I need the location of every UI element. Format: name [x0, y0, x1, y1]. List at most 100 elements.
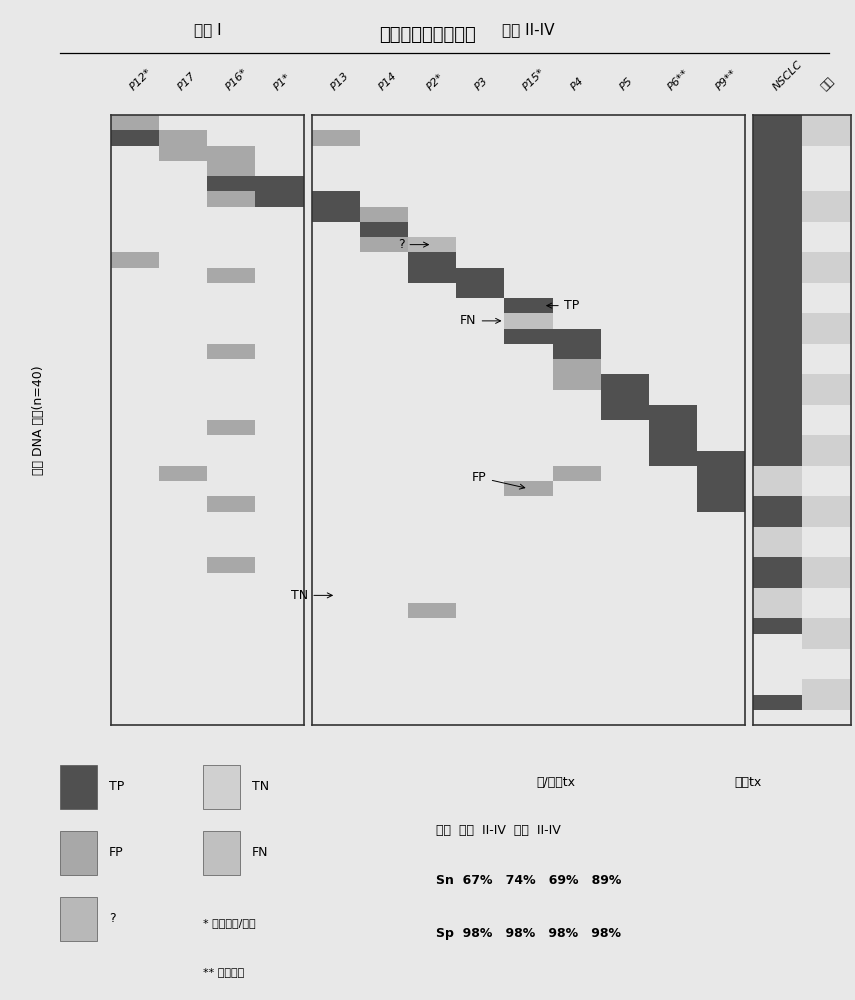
- Bar: [753, 115, 802, 130]
- Bar: [802, 207, 851, 222]
- Bar: [753, 237, 802, 252]
- Bar: [753, 435, 802, 450]
- Bar: [753, 420, 802, 435]
- Bar: [207, 176, 256, 191]
- Bar: [360, 207, 409, 222]
- Text: TP: TP: [109, 780, 124, 794]
- Bar: [753, 191, 802, 207]
- Bar: [60, 765, 97, 809]
- Text: 健康: 健康: [819, 76, 836, 92]
- Bar: [802, 512, 851, 527]
- Bar: [802, 557, 851, 572]
- Text: 前一tx: 前一tx: [734, 776, 762, 789]
- Bar: [552, 466, 600, 481]
- Bar: [256, 191, 304, 207]
- Bar: [802, 313, 851, 328]
- Bar: [60, 831, 97, 875]
- Bar: [504, 313, 552, 328]
- Bar: [802, 267, 851, 283]
- Bar: [802, 634, 851, 649]
- Bar: [552, 374, 600, 389]
- Text: FN: FN: [460, 314, 500, 327]
- Text: P6**: P6**: [666, 67, 691, 92]
- Bar: [312, 191, 360, 207]
- Bar: [207, 496, 256, 512]
- Bar: [802, 694, 851, 710]
- Bar: [256, 176, 304, 191]
- Text: FN: FN: [251, 846, 268, 859]
- Bar: [753, 450, 802, 466]
- Bar: [753, 374, 802, 389]
- Bar: [753, 496, 802, 512]
- Text: TP: TP: [547, 299, 579, 312]
- Bar: [312, 130, 360, 145]
- Bar: [457, 283, 504, 298]
- Bar: [697, 450, 745, 466]
- Bar: [312, 207, 360, 222]
- Bar: [552, 344, 600, 359]
- Text: ?: ?: [398, 238, 428, 251]
- Bar: [600, 374, 649, 389]
- Bar: [697, 481, 745, 496]
- Bar: [207, 344, 256, 359]
- Text: P17: P17: [176, 70, 198, 92]
- Text: P16*: P16*: [224, 66, 251, 92]
- Bar: [697, 496, 745, 512]
- Text: FP: FP: [472, 471, 525, 489]
- Bar: [60, 897, 97, 941]
- Text: P14: P14: [377, 70, 399, 92]
- Bar: [207, 267, 256, 283]
- Bar: [753, 603, 802, 618]
- Text: * 包括插入/缺失: * 包括插入/缺失: [203, 918, 256, 928]
- Bar: [802, 130, 851, 145]
- Bar: [600, 389, 649, 405]
- Bar: [753, 466, 802, 481]
- Bar: [802, 389, 851, 405]
- Text: P3: P3: [474, 75, 490, 92]
- Text: P13: P13: [329, 70, 351, 92]
- Text: 血浆 DNA 样品(n=40): 血浆 DNA 样品(n=40): [32, 365, 45, 475]
- Bar: [360, 237, 409, 252]
- Bar: [753, 130, 802, 145]
- Bar: [753, 328, 802, 344]
- Bar: [649, 405, 697, 420]
- Bar: [649, 420, 697, 435]
- Bar: [649, 435, 697, 450]
- Text: ** 包括融合: ** 包括融合: [203, 967, 244, 977]
- Bar: [753, 405, 802, 420]
- Bar: [457, 267, 504, 283]
- Bar: [159, 466, 207, 481]
- Text: TN: TN: [251, 780, 268, 794]
- Bar: [753, 572, 802, 588]
- Bar: [504, 328, 552, 344]
- Bar: [753, 389, 802, 405]
- Bar: [203, 831, 240, 875]
- Bar: [552, 359, 600, 374]
- Bar: [802, 374, 851, 389]
- Bar: [753, 557, 802, 572]
- Bar: [207, 557, 256, 572]
- Text: 阶段  所有  II-IV  所有  II-IV: 阶段 所有 II-IV 所有 II-IV: [436, 824, 561, 838]
- Bar: [753, 618, 802, 634]
- Bar: [753, 542, 802, 557]
- Text: ?: ?: [109, 912, 115, 926]
- Bar: [753, 344, 802, 359]
- Text: P12*: P12*: [128, 66, 154, 92]
- Bar: [753, 694, 802, 710]
- Bar: [504, 298, 552, 313]
- Bar: [360, 222, 409, 237]
- Bar: [802, 496, 851, 512]
- Bar: [753, 176, 802, 191]
- Text: 患者特异性报道基因: 患者特异性报道基因: [379, 26, 476, 44]
- Bar: [697, 466, 745, 481]
- Text: 阶段 II-IV: 阶段 II-IV: [502, 22, 555, 37]
- Bar: [207, 161, 256, 176]
- Bar: [504, 481, 552, 496]
- Text: P1*: P1*: [273, 71, 293, 92]
- Bar: [159, 130, 207, 145]
- Bar: [203, 765, 240, 809]
- Bar: [802, 572, 851, 588]
- Bar: [802, 679, 851, 694]
- Bar: [802, 191, 851, 207]
- Text: FP: FP: [109, 846, 123, 859]
